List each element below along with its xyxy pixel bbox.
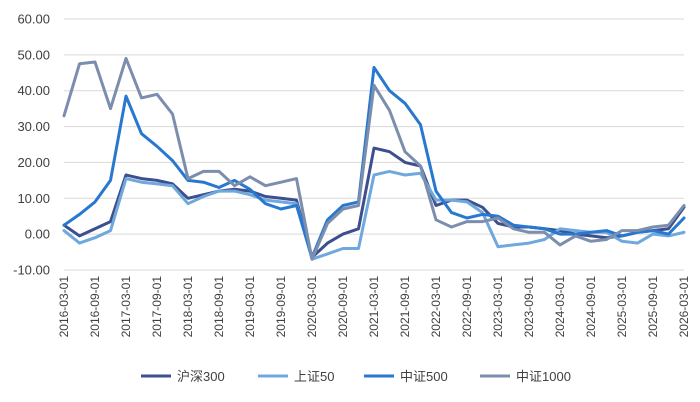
x-tick-label: 2017-03-01 [119,276,133,338]
legend-label: 沪深300 [177,369,225,384]
x-tick-label: 2019-09-01 [274,276,288,338]
x-tick-label: 2022-09-01 [460,276,474,338]
x-tick-label: 2017-09-01 [150,276,164,338]
series-line-中证1000 [62,56,686,261]
y-tick-label: -10.00 [13,263,50,278]
y-tick-label: 50.00 [17,47,50,62]
legend: 沪深300 上证50 中证500 中证1000 [141,369,571,384]
y-tick-label: 40.00 [17,83,50,98]
x-tick-label: 2025-09-01 [646,276,660,338]
x-tick-label: 2026-03-01 [677,276,691,338]
x-tick-label: 2018-09-01 [212,276,226,338]
x-tick-label: 2024-09-01 [584,276,598,338]
x-tick-label: 2016-09-01 [88,276,102,338]
y-tick-label: 20.00 [17,155,50,170]
y-tick-label: 60.00 [17,12,50,27]
x-tick-label: 2022-03-01 [429,276,443,338]
x-tick-label: 2024-03-01 [553,276,567,338]
legend-label: 中证500 [400,369,448,384]
x-tick-label: 2023-09-01 [522,276,536,338]
x-tick-label: 2020-09-01 [336,276,350,338]
y-tick-label: 10.00 [17,191,50,206]
y-axis-ticks: 60.00 50.00 40.00 30.00 20.00 10.00 0.00 -10.00 [13,12,50,278]
x-tick-label: 2021-03-01 [367,276,381,338]
x-tick-label: 2020-03-01 [305,276,319,338]
series-line-中证500 [62,65,686,259]
series-lines [62,56,686,261]
x-tick-label: 2018-03-01 [181,276,195,338]
x-tick-label: 2021-09-01 [398,276,412,338]
x-tick-label: 2023-03-01 [491,276,505,338]
legend-label: 上证50 [294,369,334,384]
y-tick-label: 30.00 [17,119,50,134]
x-tick-label: 2016-03-01 [57,276,71,338]
y-tick-label: 0.00 [25,227,50,242]
series-line-上证50 [62,169,686,261]
legend-label: 中证1000 [516,369,571,384]
x-axis-ticks: 2016-03-01 2016-09-01 2017-03-01 2017-09-01… [57,276,691,338]
x-tick-label: 2025-03-01 [615,276,629,338]
x-tick-label: 2019-03-01 [243,276,257,338]
